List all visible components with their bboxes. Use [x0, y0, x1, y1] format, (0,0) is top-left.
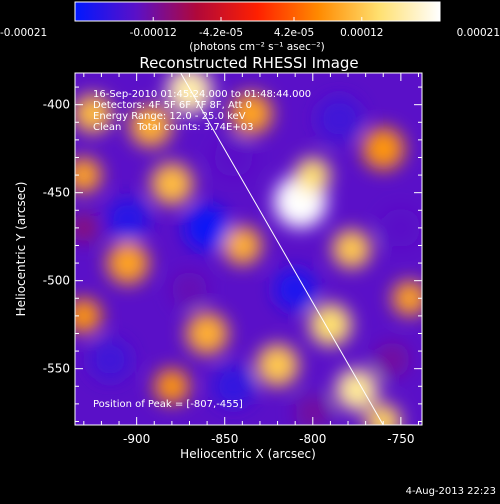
colorbar-ticks: -0.00021 -0.00012 -4.2e-05 4.2e-05 0.00012 0.…	[0, 17, 500, 39]
footer-date: 4-Aug-2013 22:23	[406, 486, 496, 497]
annotation-block: 16-Sep-2010 01:45:24.000 to 01:48:44.000…	[93, 89, 311, 133]
colorbar-gradient	[74, 1, 441, 22]
heatmap-blob	[316, 95, 363, 142]
axis-ticks: -900 -850 -800 -750 -550 -500 -450 -400	[43, 73, 422, 446]
annotation-counts: Clean Total counts: 3.74E+03	[93, 122, 253, 133]
colorbar-tick-label: -4.2e-05	[199, 27, 243, 39]
heatmap-blob	[230, 92, 273, 135]
heatmap-blob	[214, 138, 253, 177]
heatmap-blob	[309, 303, 352, 346]
heatmap-blob	[75, 157, 102, 193]
heatmap-blob	[75, 298, 102, 334]
y-tick-label: -500	[43, 274, 70, 288]
heatmap-blob	[106, 241, 149, 285]
heatmap-blob	[392, 280, 422, 316]
heatmap-blob	[89, 338, 132, 382]
colorbar-tick-label: -0.00021	[0, 27, 47, 39]
peak-position-label: Position of Peak = [-807,-455]	[93, 399, 243, 410]
heatmap-plot: -900 -850 -800 -750 -550 -500 -450 -400 16-Sep-…	[43, 72, 423, 446]
annotation-energy-range: Energy Range: 12.0 - 25.0 keV	[93, 111, 246, 122]
heatmap-blob	[381, 208, 421, 248]
heatmap-blob	[295, 157, 331, 193]
x-axis-label: Heliocentric X (arcsec)	[180, 447, 316, 461]
colorbar-tick-label: -0.00012	[130, 27, 177, 39]
x-tick-label: -800	[299, 432, 326, 446]
heatmap-blob	[274, 268, 317, 311]
y-tick-label: -400	[43, 98, 70, 112]
y-tick-label: -550	[43, 362, 70, 376]
heatmap-blob	[154, 368, 190, 404]
heatmap-blob	[256, 344, 299, 387]
plot-frame	[74, 72, 423, 426]
annotation-time-range: 16-Sep-2010 01:45:24.000 to 01:48:44.000	[93, 89, 311, 100]
colorbar-unit-label: (photons cm⁻² s⁻¹ asec⁻²)	[189, 41, 324, 53]
colorbar-tick-label: 0.00012	[340, 27, 383, 39]
heatmap-blob	[166, 73, 213, 114]
annotation-detectors: Detectors: 4F 5F 6F 7F 8F, Att 0	[93, 100, 252, 111]
x-tick-label: -900	[123, 432, 150, 446]
heatmap-blob	[362, 127, 405, 170]
chart-title: Reconstructed RHESSI Image	[139, 54, 358, 72]
heatmap-blob	[295, 395, 331, 425]
heatmap-blob	[222, 226, 262, 265]
colorbar-tick-label: 0.00021	[457, 27, 500, 39]
heatmap-blob	[171, 271, 208, 308]
colorbar-tick-label: 4.2e-05	[274, 27, 314, 39]
heatmap-blob	[212, 365, 255, 408]
heatmap-blob	[75, 213, 98, 242]
heatmap-blob	[129, 104, 172, 147]
heatmap-blob	[335, 368, 378, 411]
heatmap-blob	[185, 312, 229, 355]
heatmap-blob	[332, 229, 371, 269]
heatmap-blob	[75, 94, 112, 133]
heatmap-blob	[374, 342, 410, 378]
x-tick-label: -850	[211, 432, 238, 446]
x-tick-label: -750	[387, 432, 414, 446]
solar-limb-line	[180, 73, 384, 425]
y-axis-label: Heliocentric Y (arcsec)	[14, 182, 28, 317]
heatmap-blob	[106, 197, 149, 241]
heatmap-blob	[150, 162, 194, 206]
y-tick-label: -450	[43, 186, 70, 200]
colorbar: -0.00021 -0.00012 -4.2e-05 4.2e-05 0.00012 0.…	[0, 1, 500, 53]
heatmap-blob	[184, 204, 231, 251]
